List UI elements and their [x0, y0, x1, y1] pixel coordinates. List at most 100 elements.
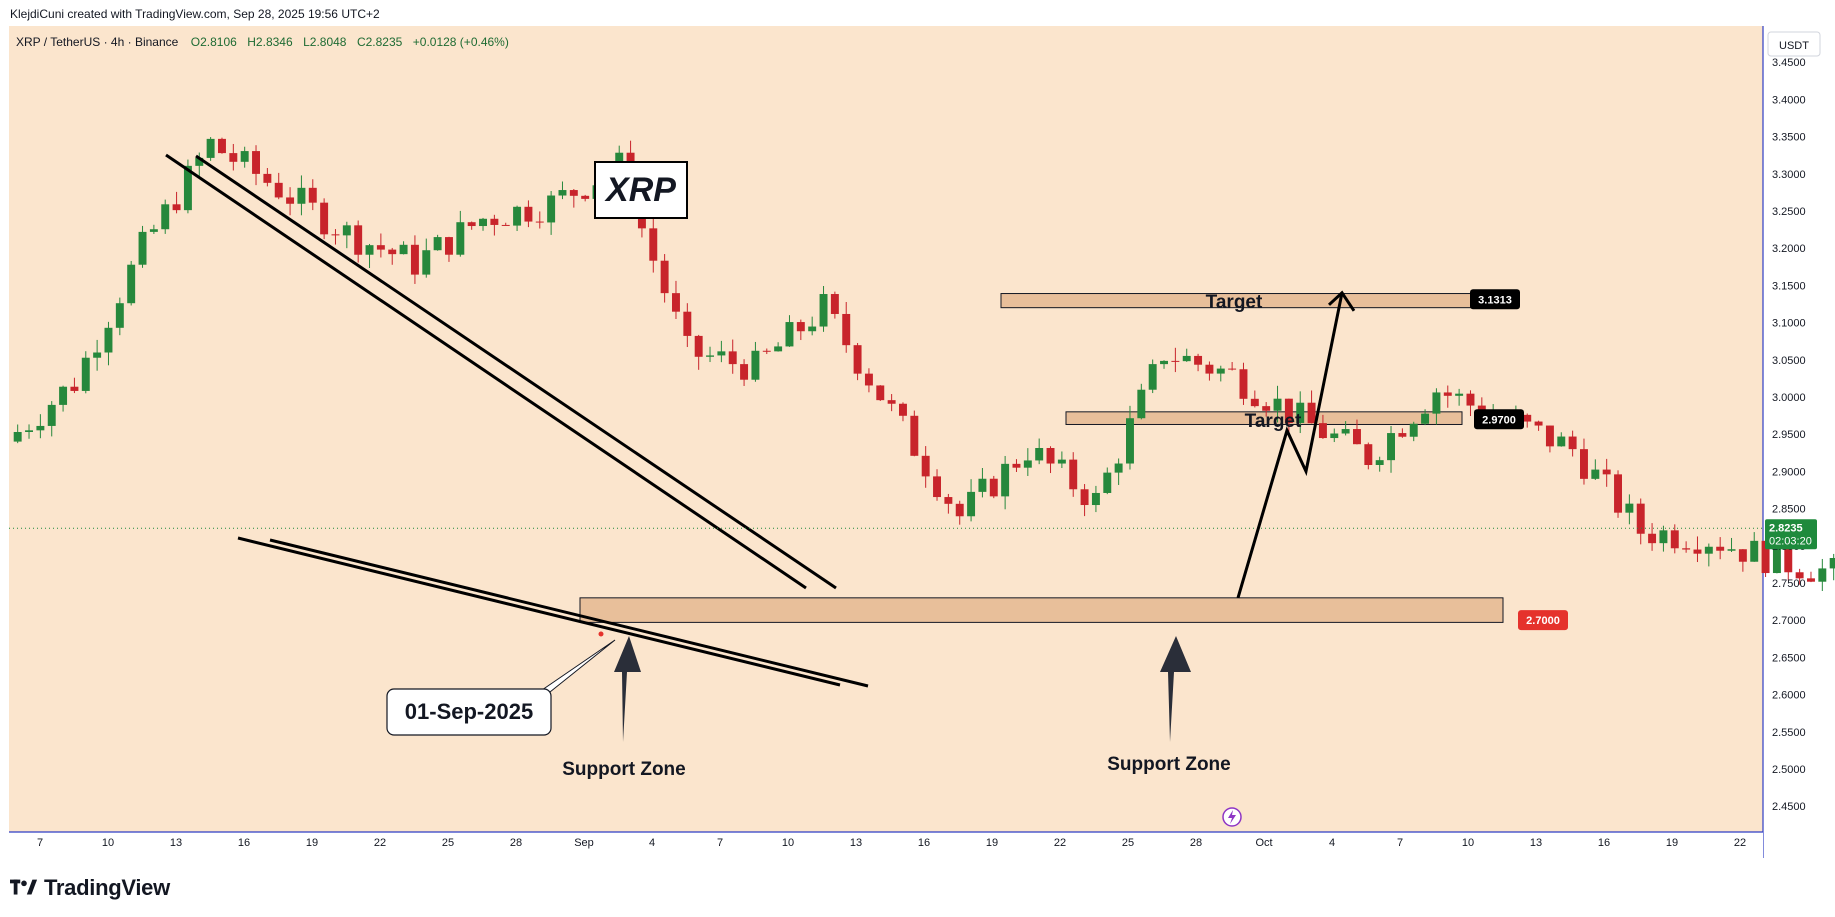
candle-body	[308, 187, 317, 203]
candle-body	[774, 346, 783, 352]
candle-body	[1194, 355, 1203, 365]
chart-background	[9, 26, 1763, 858]
y-tick-label: 3.0500	[1772, 355, 1806, 367]
x-tick-label: 7	[1397, 837, 1403, 849]
candle-body	[876, 385, 885, 401]
x-tick-label: 16	[1598, 837, 1610, 849]
candle-body	[479, 218, 487, 227]
y-tick-label: 3.2000	[1772, 243, 1806, 255]
legend-change: +0.0128 (+0.46%)	[413, 35, 509, 49]
attribution-text: KlejdiCuni created with TradingView.com,…	[10, 7, 380, 21]
y-tick-label: 3.1000	[1772, 318, 1806, 330]
current-price-label: 2.8235 02:03:20	[1765, 519, 1817, 550]
candle-body	[1387, 433, 1395, 461]
candle-body	[1545, 425, 1554, 447]
candle-body	[944, 497, 953, 504]
candle-body	[1648, 533, 1657, 544]
target-label-upper: Target	[1206, 292, 1263, 313]
candle-body	[490, 218, 499, 225]
candle-body	[1375, 460, 1384, 465]
x-tick-label: 4	[1329, 837, 1335, 849]
candle-body	[1023, 460, 1032, 468]
candle-body	[1455, 393, 1464, 396]
candle-body	[1126, 418, 1134, 464]
support-arrow-right	[1160, 636, 1191, 742]
price-label-text: 2.7000	[1526, 615, 1560, 627]
candle-body	[547, 195, 556, 223]
candle-body	[796, 322, 805, 332]
lightning-icon[interactable]	[1222, 807, 1242, 827]
y-tick-label: 2.7000	[1772, 615, 1806, 627]
candle-body	[842, 313, 851, 346]
candle-body	[989, 478, 998, 497]
trendline	[195, 154, 837, 590]
candle-body	[1614, 474, 1622, 513]
currency-button[interactable]: USDT	[1767, 31, 1821, 57]
candle-body	[1772, 543, 1781, 574]
tradingview-logo-icon	[10, 879, 38, 895]
candle-body	[467, 222, 476, 227]
support-arrow-left	[614, 636, 641, 742]
x-tick-label: 10	[782, 837, 794, 849]
candle-body	[762, 350, 771, 352]
candle-body	[1114, 463, 1123, 473]
currency-label: USDT	[1779, 40, 1809, 52]
candle-body	[637, 210, 646, 229]
legend-symbol: XRP / TetherUS · 4h · Binance	[16, 35, 179, 49]
candle-body	[1284, 398, 1293, 423]
candle-body	[581, 195, 590, 199]
y-tick-label: 2.6500	[1772, 652, 1806, 664]
y-tick-label: 2.6000	[1772, 690, 1806, 702]
candle-body	[36, 425, 45, 431]
x-tick-label: 19	[1666, 837, 1678, 849]
candle-body	[218, 138, 226, 154]
candle-body	[70, 386, 79, 391]
price-axis-panel	[1763, 26, 1835, 858]
candle-body	[1750, 540, 1759, 562]
candle-body	[864, 373, 873, 386]
candle-body	[183, 165, 192, 211]
candle-body	[1580, 449, 1588, 479]
candle-body	[1568, 436, 1577, 450]
candle-body	[1466, 393, 1475, 406]
candle-body	[388, 249, 397, 255]
candle-body	[1659, 530, 1668, 544]
candle-body	[1784, 543, 1793, 573]
xrp-title-box: XRP	[594, 161, 688, 219]
x-axis-ticks: 7 10 13 16 19 22 25 28 Sep 4 7 10 13 16 19 22 25 28 Oct 4 7 1…	[37, 837, 1746, 849]
y-axis-ticks: 3.4500 3.4000 3.3500 3.3000 3.2500 3.2000 3.15…	[1772, 57, 1806, 813]
date-callout: 01-Sep-2025	[386, 631, 616, 736]
candle-body	[1046, 447, 1055, 464]
x-tick-label: 19	[306, 837, 318, 849]
candle-body	[320, 202, 329, 235]
candle-body	[1704, 546, 1713, 554]
y-tick-label: 2.5500	[1772, 727, 1806, 739]
price-labels: 3.1313 2.9700 2.7000	[1470, 289, 1568, 631]
trendline	[237, 536, 841, 687]
candle-body	[104, 327, 113, 353]
candle-body	[59, 386, 68, 405]
current-price-countdown: 02:03:20	[1769, 535, 1812, 547]
x-tick-label: 7	[37, 837, 43, 849]
y-tick-label: 3.3500	[1772, 132, 1806, 144]
candle-body	[683, 311, 692, 336]
candle-body	[81, 357, 90, 391]
x-tick-label: 10	[1462, 837, 1474, 849]
candle-body	[1318, 423, 1327, 439]
candle-body	[830, 294, 839, 314]
price-label-bg	[1474, 409, 1524, 430]
candle-body	[1602, 469, 1611, 475]
zone-box	[579, 597, 1504, 623]
y-tick-label: 2.5000	[1772, 764, 1806, 776]
candle-body	[1001, 463, 1010, 497]
candle-body	[252, 151, 260, 174]
target-label-lower: Target	[1245, 411, 1302, 432]
candle-body	[456, 222, 465, 255]
price-label-bg	[1518, 610, 1568, 631]
tradingview-logo[interactable]: TradingView	[10, 874, 170, 902]
candle-body	[853, 345, 862, 374]
legend-row: XRP / TetherUS · 4h · Binance O2.8106 H2…	[16, 33, 509, 50]
candle-body	[1523, 414, 1532, 422]
candle-body	[1103, 472, 1112, 493]
